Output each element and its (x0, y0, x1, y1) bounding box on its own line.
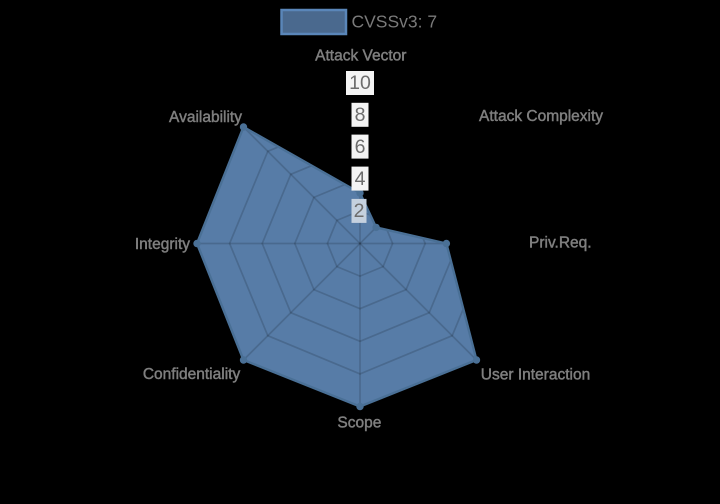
svg-text:CVSSv3: 7: CVSSv3: 7 (352, 12, 438, 32)
svg-text:Attack Complexity: Attack Complexity (479, 108, 603, 125)
svg-text:Integrity: Integrity (135, 236, 190, 253)
svg-text:User Interaction: User Interaction (481, 366, 590, 383)
svg-text:8: 8 (355, 104, 366, 126)
svg-text:Attack Vector: Attack Vector (315, 48, 406, 65)
svg-text:4: 4 (355, 168, 366, 190)
svg-text:6: 6 (355, 136, 366, 158)
svg-text:Scope: Scope (337, 415, 381, 432)
svg-text:2: 2 (354, 200, 365, 222)
svg-text:Priv.Req.: Priv.Req. (529, 235, 592, 252)
svg-text:Availability: Availability (169, 109, 242, 126)
svg-text:10: 10 (349, 72, 371, 94)
svg-text:Confidentiality: Confidentiality (143, 366, 241, 383)
